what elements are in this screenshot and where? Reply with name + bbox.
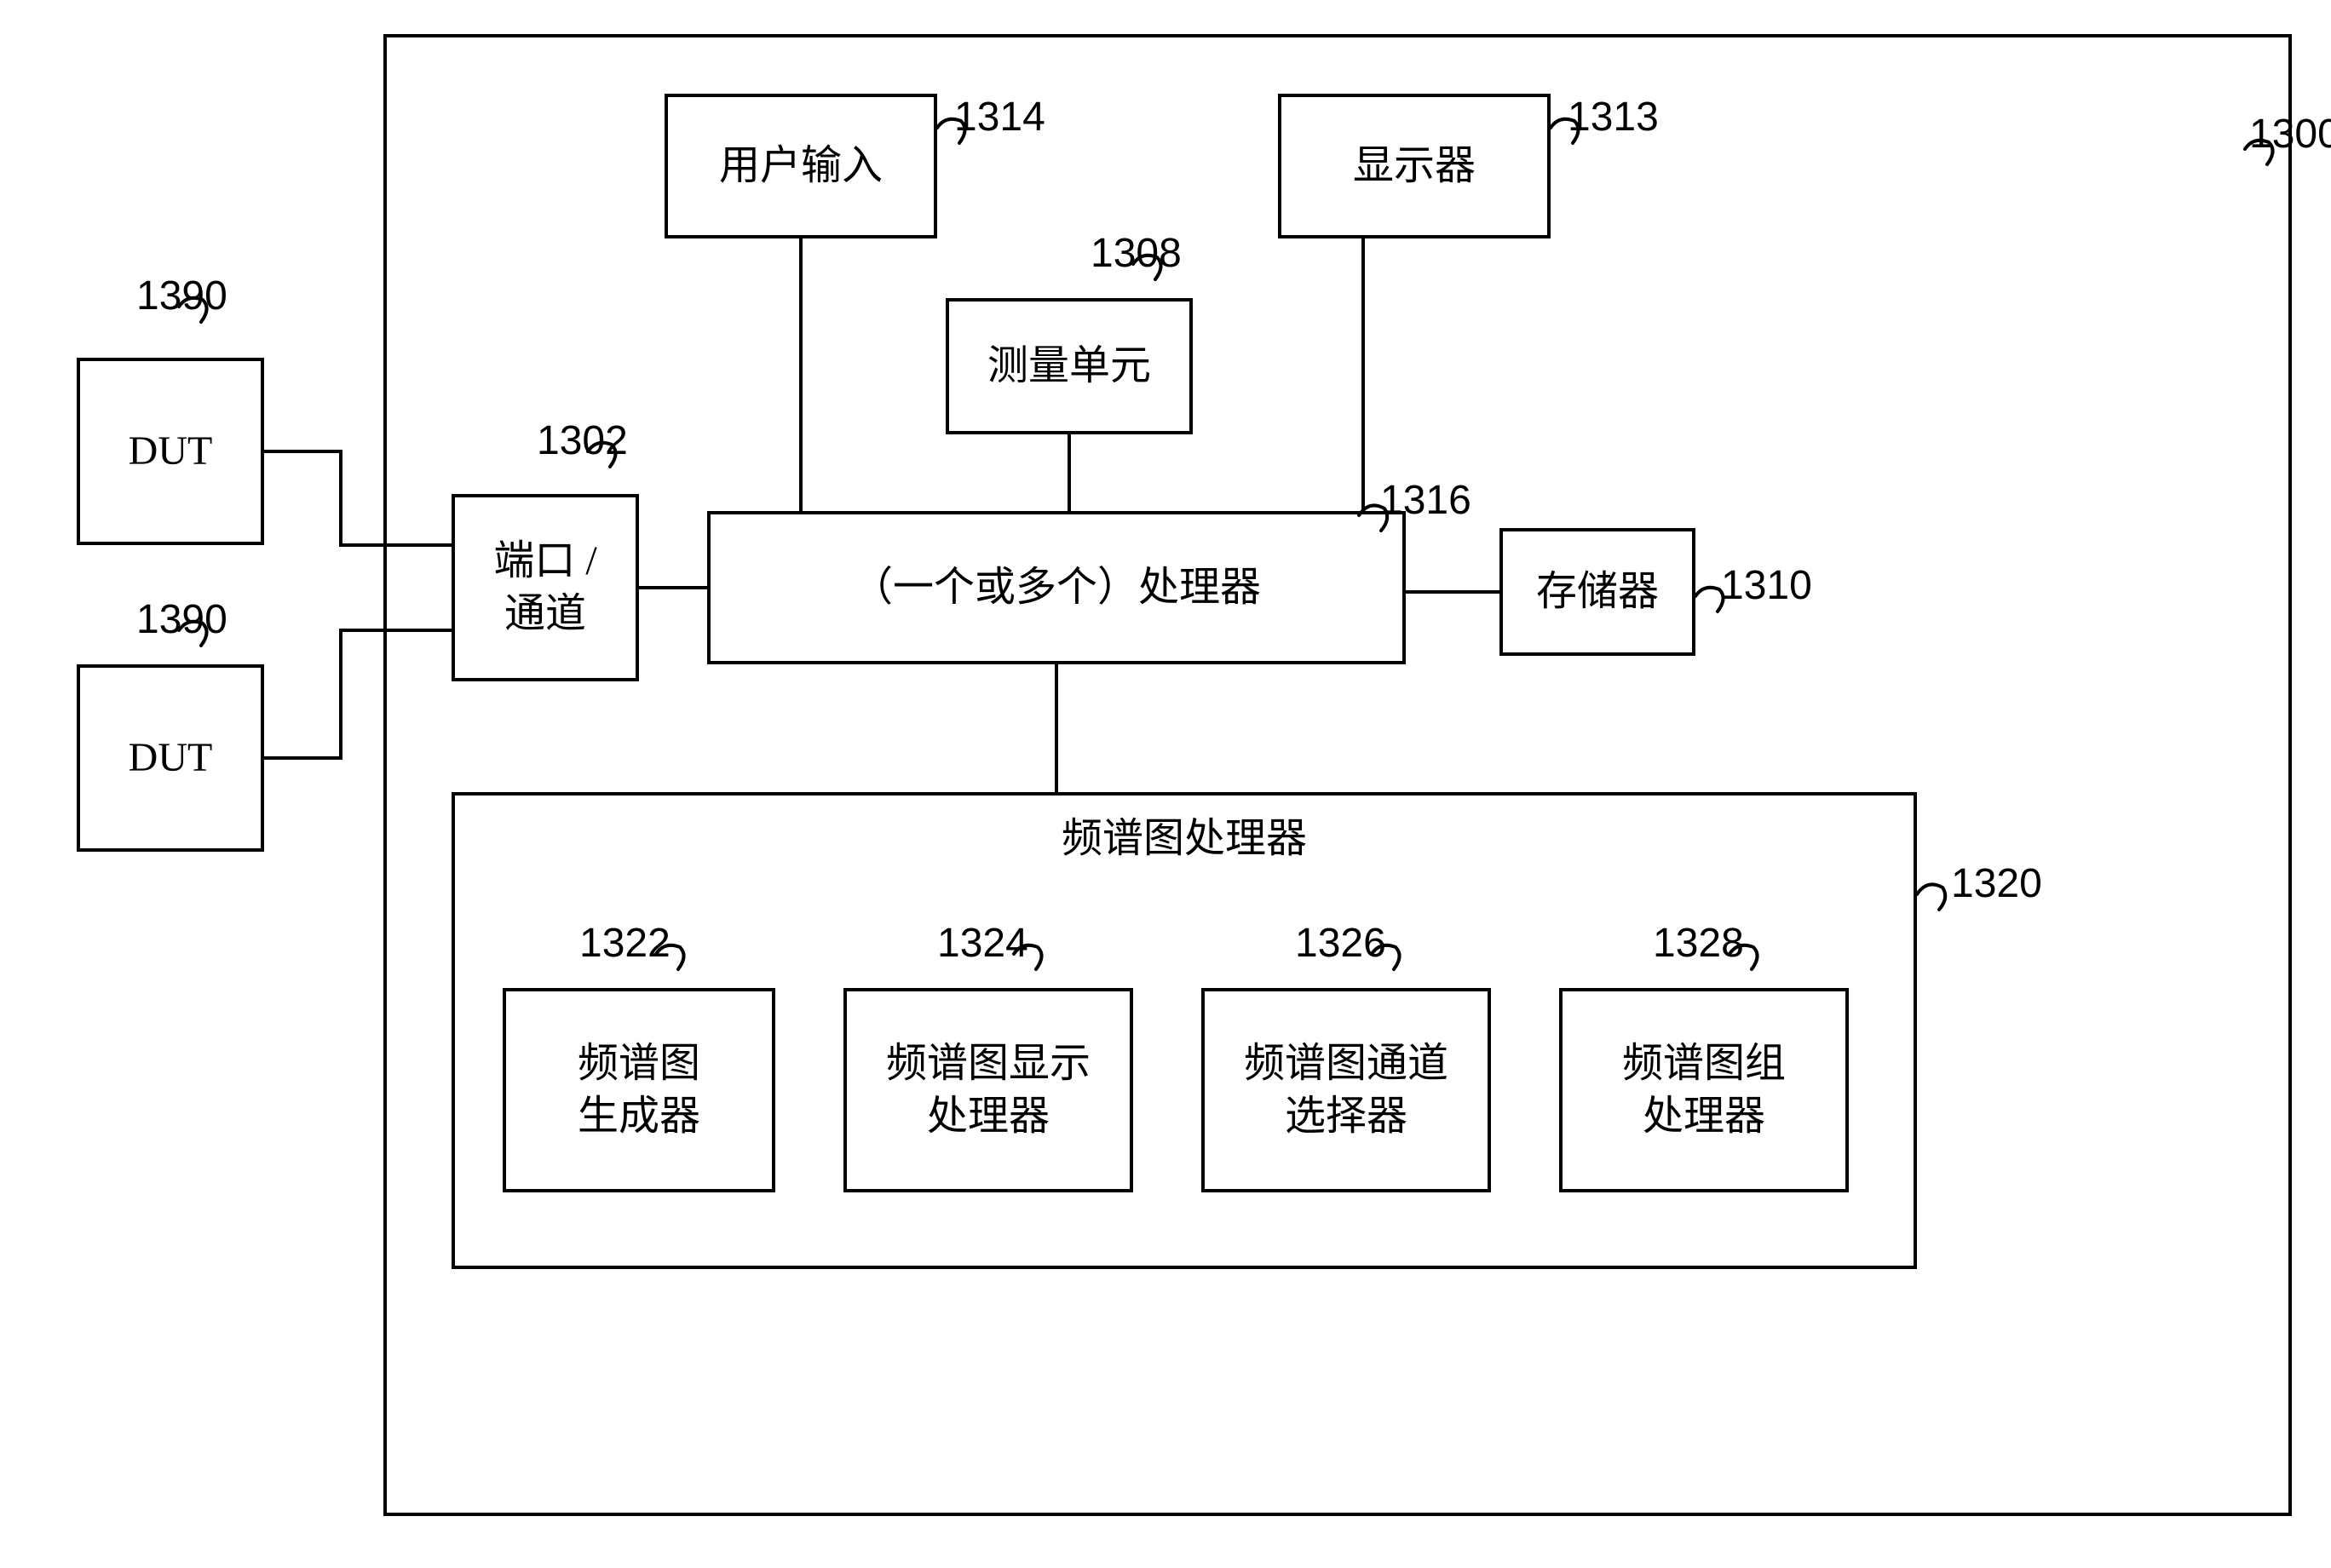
- dispproc-label: 频谱图显示 处理器: [886, 1037, 1091, 1144]
- display-box: 显示器: [1278, 94, 1551, 238]
- userinput-label: 用户输入: [719, 140, 883, 192]
- outer-ref: 1300: [2249, 111, 2331, 158]
- dut1-label: DUT: [129, 425, 213, 478]
- dut2-box: DUT: [77, 664, 264, 852]
- userinput-box: 用户输入: [665, 94, 937, 238]
- port-box: 端口 / 通道: [452, 494, 639, 681]
- processor-ref: 1316: [1380, 477, 1471, 524]
- userinput-ref: 1314: [954, 94, 1045, 141]
- display-label: 显示器: [1353, 140, 1476, 192]
- chsel-ref: 1326: [1295, 920, 1386, 967]
- dispproc-ref: 1324: [937, 920, 1028, 967]
- memory-ref: 1310: [1721, 562, 1812, 609]
- dut1-ref: 1390: [136, 273, 227, 319]
- chsel-label: 频谱图通道 选择器: [1244, 1037, 1448, 1144]
- specproc-ref: 1320: [1951, 860, 2042, 907]
- dispproc-box: 频谱图显示 处理器: [843, 988, 1133, 1192]
- processor-box: （一个或多个）处理器: [707, 511, 1406, 664]
- dut1-box: DUT: [77, 358, 264, 545]
- port-ref: 1302: [537, 417, 628, 464]
- measure-box: 测量单元: [946, 298, 1193, 434]
- gen-label: 频谱图 生成器: [578, 1037, 700, 1144]
- grpproc-ref: 1328: [1653, 920, 1744, 967]
- gen-ref: 1322: [579, 920, 671, 967]
- chsel-box: 频谱图通道 选择器: [1201, 988, 1491, 1192]
- processor-label: （一个或多个）处理器: [852, 561, 1261, 614]
- memory-box: 存储器: [1499, 528, 1695, 656]
- memory-label: 存储器: [1536, 566, 1659, 618]
- grpproc-label: 频谱图组 处理器: [1622, 1037, 1786, 1144]
- specproc-title: 频谱图处理器: [1062, 813, 1307, 865]
- dut2-label: DUT: [129, 732, 213, 784]
- display-ref: 1313: [1568, 94, 1659, 141]
- dut2-ref: 1390: [136, 596, 227, 643]
- measure-label: 测量单元: [987, 340, 1151, 393]
- gen-box: 频谱图 生成器: [503, 988, 775, 1192]
- port-label: 端口 / 通道: [493, 535, 596, 641]
- outer-box: [383, 34, 2292, 1516]
- grpproc-box: 频谱图组 处理器: [1559, 988, 1849, 1192]
- measure-ref: 1308: [1091, 230, 1182, 277]
